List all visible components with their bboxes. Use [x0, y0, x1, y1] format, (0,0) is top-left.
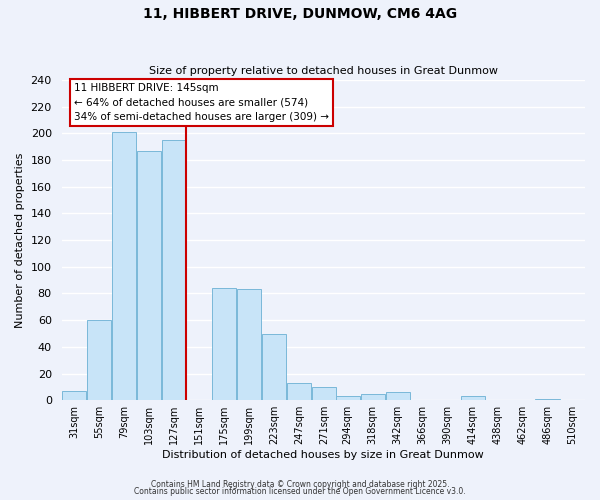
Bar: [212, 288, 236, 400]
Text: Contains HM Land Registry data © Crown copyright and database right 2025.: Contains HM Land Registry data © Crown c…: [151, 480, 449, 489]
Bar: [535, 399, 560, 400]
Title: Size of property relative to detached houses in Great Dunmow: Size of property relative to detached ho…: [149, 66, 498, 76]
Bar: [361, 394, 385, 400]
Bar: [262, 334, 286, 400]
Bar: [312, 387, 336, 400]
Text: 11 HIBBERT DRIVE: 145sqm
← 64% of detached houses are smaller (574)
34% of semi-: 11 HIBBERT DRIVE: 145sqm ← 64% of detach…: [74, 82, 329, 122]
Bar: [335, 396, 360, 400]
Bar: [112, 132, 136, 400]
Bar: [87, 320, 111, 400]
Bar: [287, 383, 311, 400]
Text: 11, HIBBERT DRIVE, DUNMOW, CM6 4AG: 11, HIBBERT DRIVE, DUNMOW, CM6 4AG: [143, 8, 457, 22]
Text: Contains public sector information licensed under the Open Government Licence v3: Contains public sector information licen…: [134, 487, 466, 496]
Bar: [137, 151, 161, 400]
Bar: [386, 392, 410, 400]
Bar: [461, 396, 485, 400]
Bar: [162, 140, 186, 400]
Bar: [62, 391, 86, 400]
Bar: [237, 290, 261, 400]
X-axis label: Distribution of detached houses by size in Great Dunmow: Distribution of detached houses by size …: [163, 450, 484, 460]
Y-axis label: Number of detached properties: Number of detached properties: [15, 152, 25, 328]
